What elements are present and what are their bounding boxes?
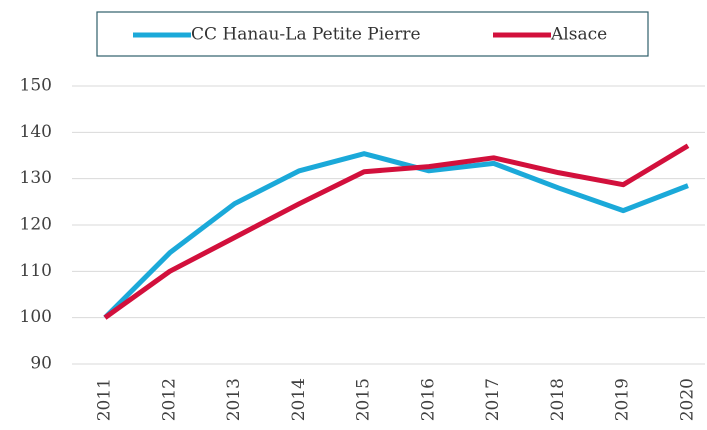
- x-tick-label: 2017: [483, 378, 503, 421]
- legend: CC Hanau-La Petite Pierre Alsace: [133, 25, 607, 45]
- y-tick-label: 120: [20, 215, 52, 235]
- legend-label: Alsace: [550, 25, 607, 45]
- line-series: [103, 143, 690, 320]
- x-tick-label: 2019: [613, 378, 633, 421]
- x-tick-label: 2015: [354, 378, 374, 421]
- x-tick-label: 2016: [418, 378, 438, 421]
- x-tick-label: 2018: [548, 378, 568, 421]
- legend-label: CC Hanau-La Petite Pierre: [191, 25, 421, 45]
- y-tick-label: 100: [20, 307, 52, 327]
- y-tick-label: 140: [20, 122, 52, 142]
- x-tick-label: 2020: [678, 378, 698, 421]
- x-tick-label: 2011: [95, 378, 115, 421]
- y-tick-label: 110: [20, 261, 52, 281]
- x-tick-label: 2014: [289, 378, 309, 421]
- x-tick-label: 2012: [159, 378, 179, 421]
- y-tick-label: 130: [20, 168, 52, 188]
- y-tick-label: 150: [20, 76, 52, 96]
- x-tick-label: 2013: [224, 378, 244, 421]
- y-tick-label: 90: [30, 354, 52, 374]
- line-series: [103, 151, 689, 320]
